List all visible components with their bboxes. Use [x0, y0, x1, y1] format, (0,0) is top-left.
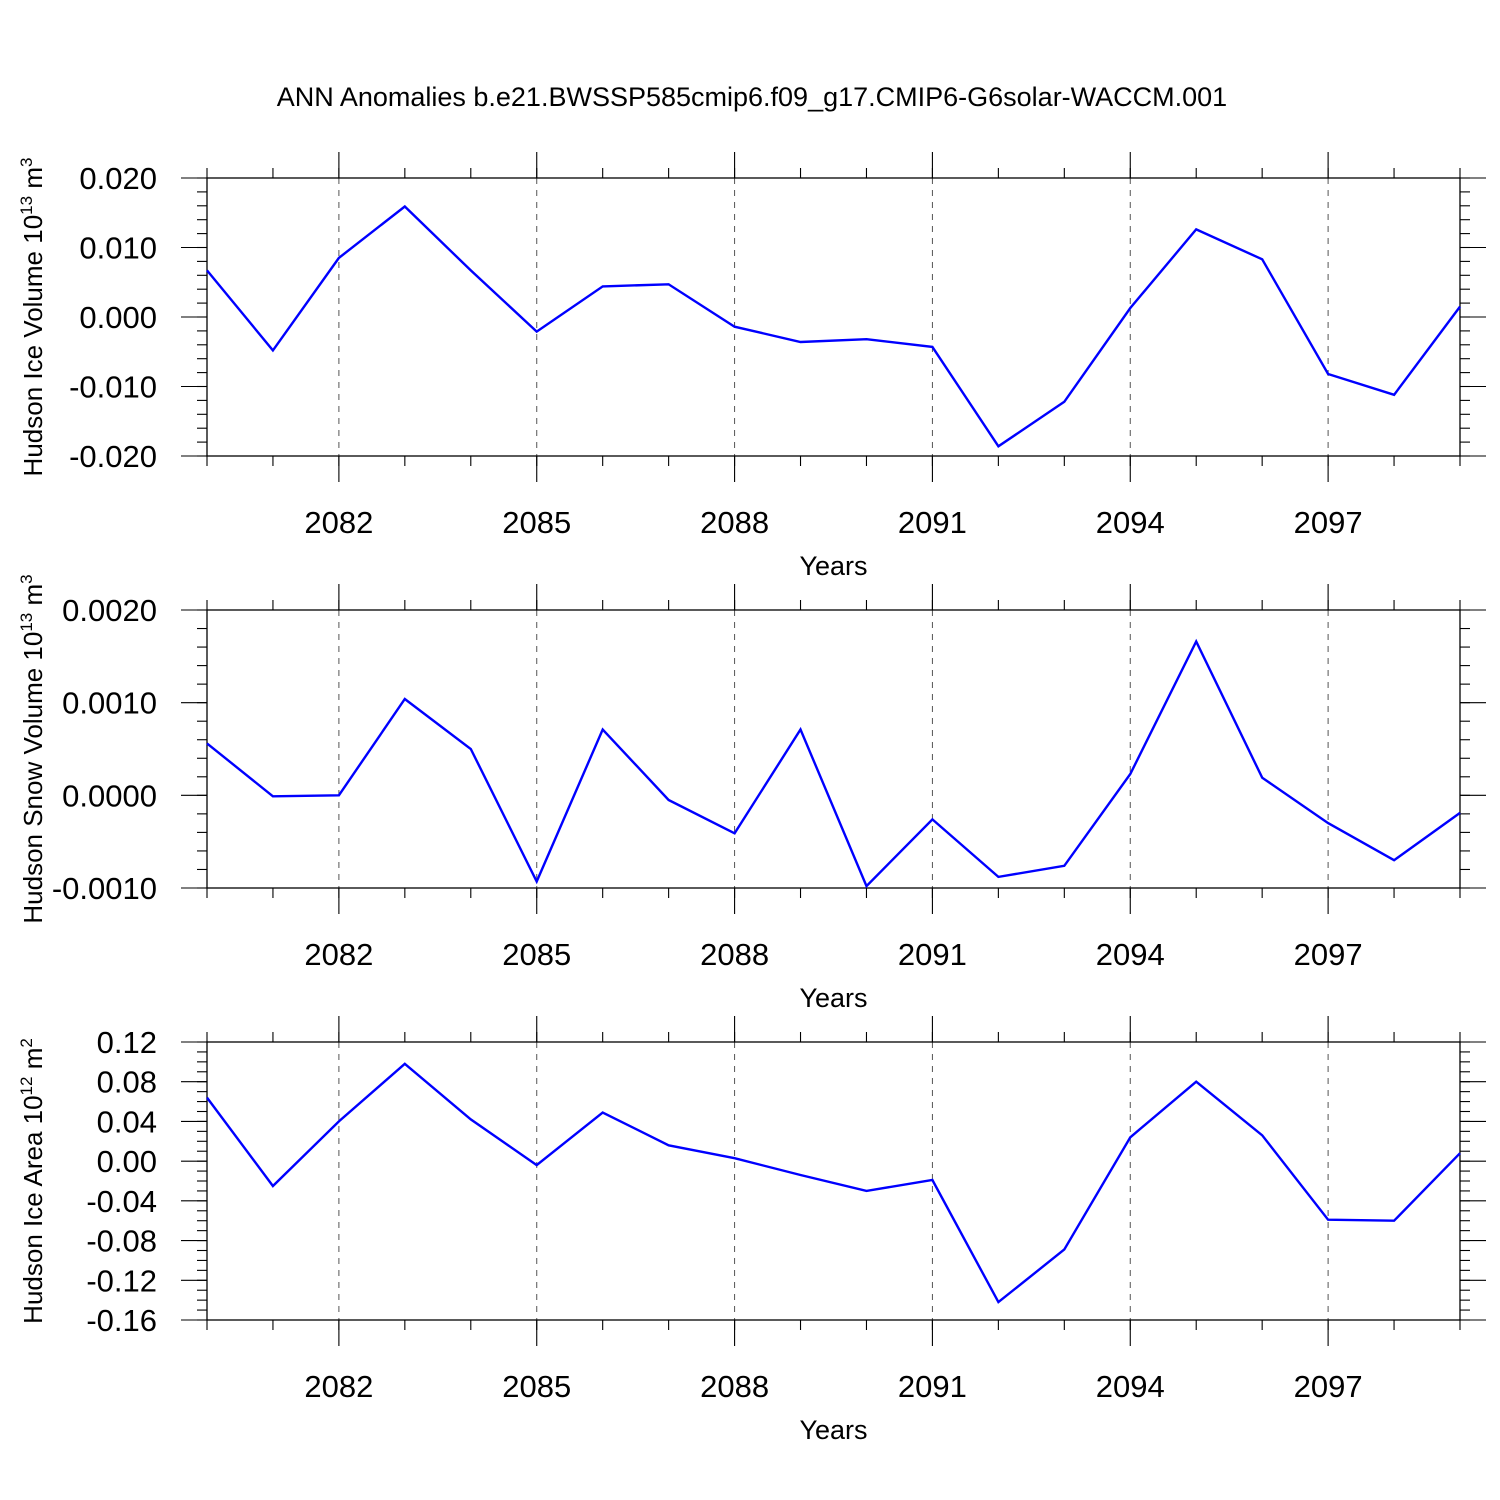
panel-1-x-tick-label: 2085	[502, 505, 571, 540]
panel-3-y-tick-label: 0.12	[97, 1025, 157, 1060]
panel-1-x-tick-label: 2094	[1096, 505, 1165, 540]
panel-3-y-tick-label: 0.08	[97, 1065, 157, 1100]
panel-3-y-tick-label: -0.12	[86, 1263, 157, 1298]
panel-1-x-tick-label: 2091	[898, 505, 967, 540]
panel-3-x-tick-label: 2088	[700, 1369, 769, 1404]
panel-1-x-tick-label: 2097	[1294, 505, 1363, 540]
panel-3-y-tick-label: -0.16	[86, 1303, 157, 1338]
panel-1-x-tick-label: 2088	[700, 505, 769, 540]
panel-3-y-tick-label: -0.04	[86, 1184, 157, 1219]
panel-2-x-tick-label: 2088	[700, 937, 769, 972]
panel-3-x-tick-label: 2091	[898, 1369, 967, 1404]
panel-3-x-tick-label: 2082	[304, 1369, 373, 1404]
panel-2-x-tick-label: 2097	[1294, 937, 1363, 972]
chart-title: ANN Anomalies b.e21.BWSSP585cmip6.f09_g1…	[277, 82, 1227, 112]
panel-1-x-tick-label: 2082	[304, 505, 373, 540]
panel-2-x-tick-label: 2085	[502, 937, 571, 972]
panel-1-series-line	[206, 204, 1461, 448]
panel-2-x-tick-label: 2094	[1096, 937, 1165, 972]
panel-3-series-line	[206, 1062, 1461, 1304]
panel-3-y-tick-label: 0.00	[97, 1144, 157, 1179]
panel-1-y-tick-label: 0.010	[79, 231, 157, 266]
panel-2-y-tick-label: 0.0010	[62, 686, 157, 721]
panel-3-y-tick-label: 0.04	[97, 1104, 157, 1139]
panel-1-plot-frame	[206, 177, 1461, 457]
panel-3-x-tick-label: 2094	[1096, 1369, 1165, 1404]
panel-1-y-tick-label: -0.010	[69, 370, 157, 405]
panel-2-plot-frame	[206, 609, 1461, 889]
panel-3-plot-frame	[206, 1041, 1461, 1321]
panel-2-y-tick-label: 0.0000	[62, 778, 157, 813]
panel-2-x-tick-label: 2082	[304, 937, 373, 972]
panel-2-x-axis-label: Years	[799, 983, 867, 1013]
panel-1-x-axis-label: Years	[799, 551, 867, 581]
panel-3-y-tick-label: -0.08	[86, 1224, 157, 1259]
panel-2-y-axis-label: Hudson Snow Volume 1013 m3	[17, 574, 48, 923]
panel-3-x-tick-label: 2085	[502, 1369, 571, 1404]
panel-1-y-tick-label: 0.020	[79, 161, 157, 196]
panel-1-y-tick-label: 0.000	[79, 300, 157, 335]
panel-3-x-axis-label: Years	[799, 1415, 867, 1445]
panel-2-y-tick-label: -0.0010	[52, 871, 157, 906]
panel-1-y-axis-label: Hudson Ice Volume 1013 m3	[17, 158, 48, 477]
panel-2-y-tick-label: 0.0020	[62, 593, 157, 628]
panel-2-x-tick-label: 2091	[898, 937, 967, 972]
panel-2-series-line	[206, 638, 1461, 889]
panel-3-y-axis-label: Hudson Ice Area 1012 m2	[17, 1038, 48, 1324]
panel-1-y-tick-label: -0.020	[69, 439, 157, 474]
panel-3-x-tick-label: 2097	[1294, 1369, 1363, 1404]
